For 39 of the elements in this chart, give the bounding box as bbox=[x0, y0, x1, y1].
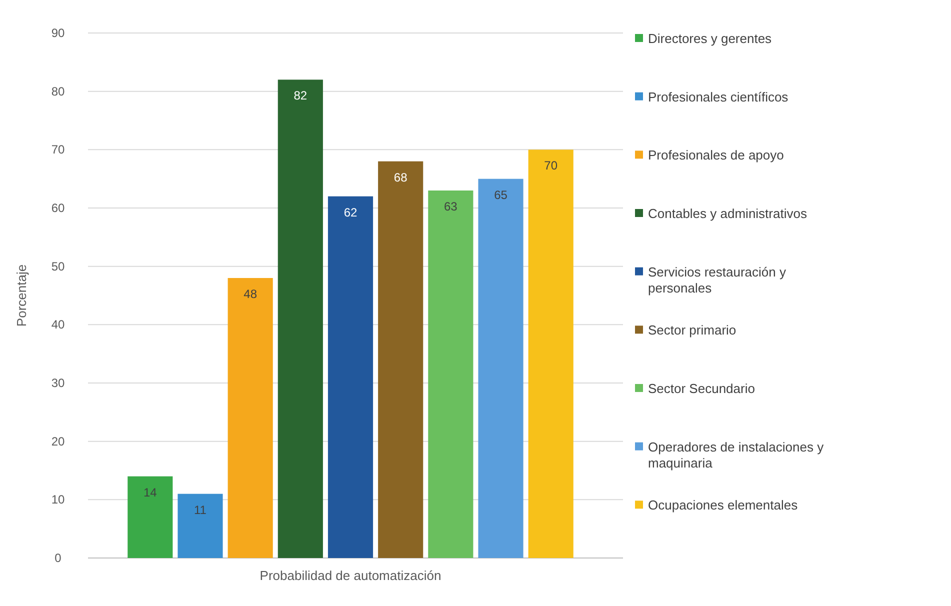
legend-label: Profesionales científicos bbox=[648, 89, 789, 104]
legend-label: Profesionales de apoyo bbox=[648, 148, 784, 163]
bar bbox=[428, 190, 474, 558]
y-tick-label: 0 bbox=[54, 551, 62, 565]
legend-label: Sector primario bbox=[648, 322, 736, 338]
data-label: 82 bbox=[294, 88, 308, 103]
data-label: 14 bbox=[143, 485, 158, 500]
y-tick-label: 30 bbox=[51, 376, 65, 390]
bar bbox=[228, 278, 273, 558]
y-tick-label: 70 bbox=[51, 142, 65, 157]
legend-label: Servicios restauración y personales bbox=[648, 264, 786, 296]
y-tick-label: 20 bbox=[51, 434, 65, 448]
y-axis-title: Porcentaje bbox=[14, 264, 29, 327]
data-label: 11 bbox=[194, 502, 207, 517]
legend-label: Ocupaciones elementales bbox=[648, 498, 798, 513]
bar bbox=[478, 178, 524, 558]
data-label: 48 bbox=[244, 287, 258, 301]
legend-label: Directores y gerentes bbox=[648, 31, 772, 46]
legend-label: Operadores de instalaciones y maquinaria bbox=[648, 439, 824, 470]
y-tick-label: 10 bbox=[51, 492, 65, 507]
data-label: 63 bbox=[444, 200, 458, 214]
bar bbox=[128, 476, 173, 558]
y-tick-label: 40 bbox=[51, 318, 65, 332]
bar bbox=[328, 196, 374, 558]
legend-label: Sector Secundario bbox=[648, 381, 755, 396]
bar bbox=[178, 494, 223, 558]
y-tick-label: 50 bbox=[51, 259, 65, 274]
y-tick-label: 80 bbox=[51, 84, 65, 98]
data-label: 68 bbox=[394, 170, 408, 184]
legend-label: Contables y administrativos bbox=[648, 206, 808, 221]
data-label: 62 bbox=[344, 205, 358, 220]
bar bbox=[378, 161, 424, 558]
bar bbox=[278, 80, 323, 558]
x-tick-label: Probabilidad de automatización bbox=[260, 568, 442, 583]
y-tick-label: 60 bbox=[51, 201, 65, 215]
data-label: 65 bbox=[494, 188, 508, 202]
y-tick-label: 90 bbox=[51, 26, 65, 40]
data-label: 70 bbox=[544, 158, 558, 173]
bar bbox=[528, 150, 574, 558]
